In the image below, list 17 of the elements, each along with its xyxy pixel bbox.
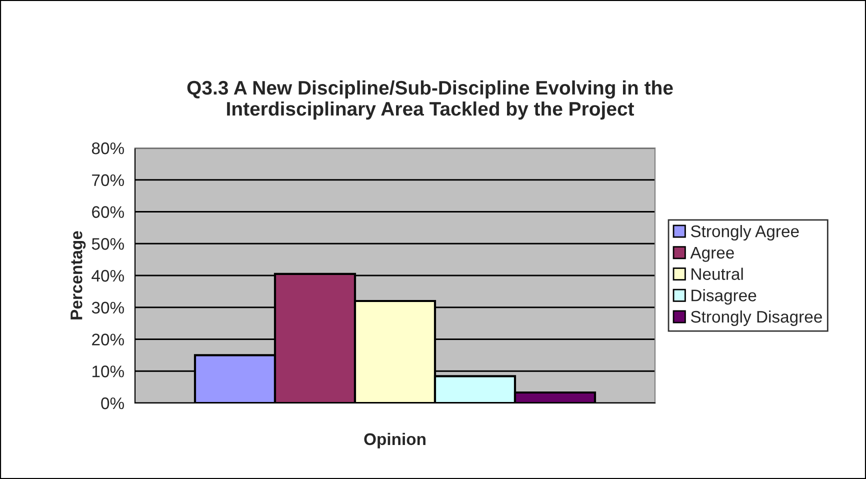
y-tick-label: 0% (101, 397, 124, 410)
chart-title: Q3.3 A New Discipline/Sub-Discipline Evolving in the Interdisciplinary Area Tackled by the Project (187, 80, 673, 120)
legend-label: Disagree (692, 289, 756, 305)
y-axis-title: Percentage (70, 231, 86, 320)
x-axis-title: Opinion (364, 432, 426, 448)
y-tick-label: 70% (92, 174, 124, 186)
y-tick-label: 20% (92, 334, 124, 346)
y-tick-label: 40% (92, 270, 124, 282)
legend-label: Neutral (692, 268, 743, 280)
y-tick-label: 80% (92, 142, 124, 154)
legend-label: Strongly Agree (690, 224, 799, 241)
y-tick-label: 50% (92, 238, 124, 250)
y-tick-label: 60% (92, 206, 124, 218)
legend-label: Strongly Disagree (690, 310, 822, 326)
y-tick-label: 10% (92, 366, 124, 378)
y-tick-label: 30% (92, 302, 124, 314)
legend-label: Agree (690, 246, 734, 262)
